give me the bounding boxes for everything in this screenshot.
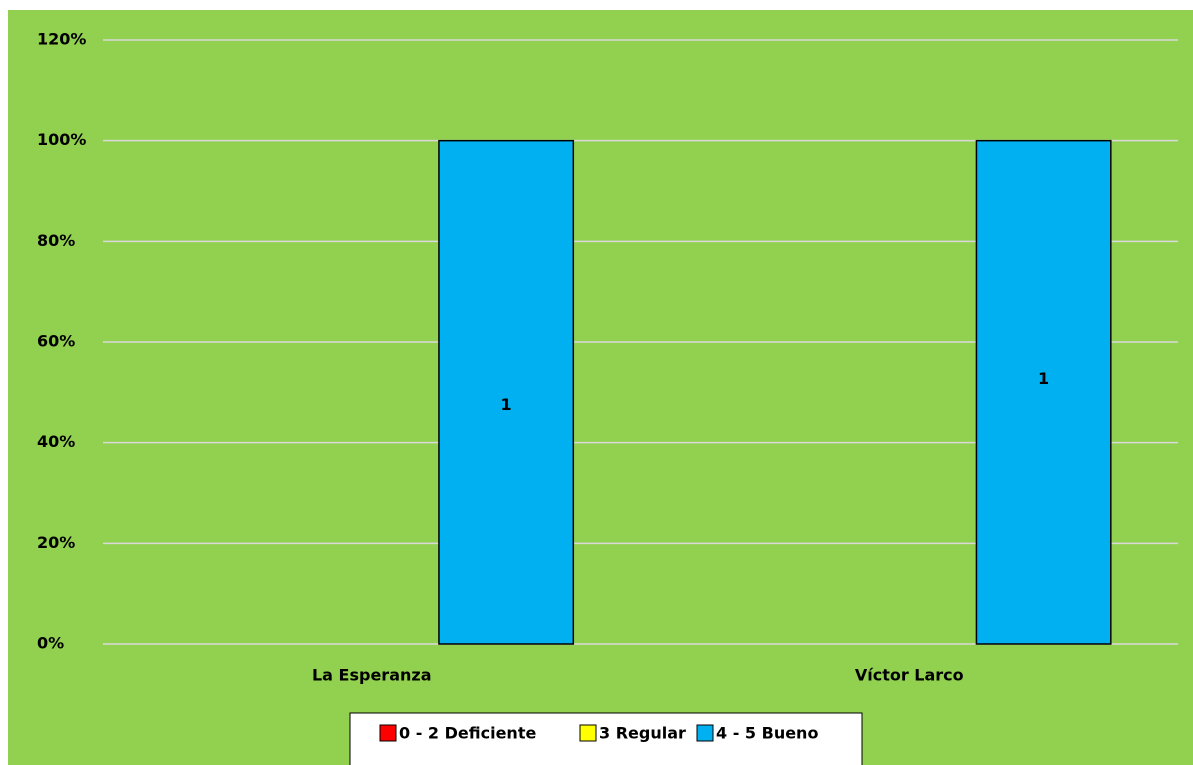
y-tick-label: 20% <box>37 533 75 552</box>
legend-swatch <box>379 724 397 742</box>
y-tick-label: 40% <box>37 432 75 451</box>
bar <box>438 139 575 645</box>
annotation: 1 <box>501 395 512 414</box>
y-tick-label: 100% <box>37 130 86 149</box>
legend-label: 4 - 5 Bueno <box>716 724 818 743</box>
y-tick-label: 120% <box>37 30 86 49</box>
x-tick-label: Víctor Larco <box>855 666 964 685</box>
y-tick-label: 60% <box>37 332 75 351</box>
legend-label: 0 - 2 Deficiente <box>399 724 536 743</box>
annotation: 1 <box>1038 369 1049 388</box>
bar <box>975 139 1112 645</box>
legend-box <box>349 712 863 765</box>
y-tick-label: 80% <box>37 231 75 250</box>
legend-swatch <box>696 724 714 742</box>
x-tick-label: La Esperanza <box>312 666 432 685</box>
legend-swatch <box>579 724 597 742</box>
legend-label: 3 Regular <box>599 724 686 743</box>
y-tick-label: 0% <box>37 634 64 653</box>
